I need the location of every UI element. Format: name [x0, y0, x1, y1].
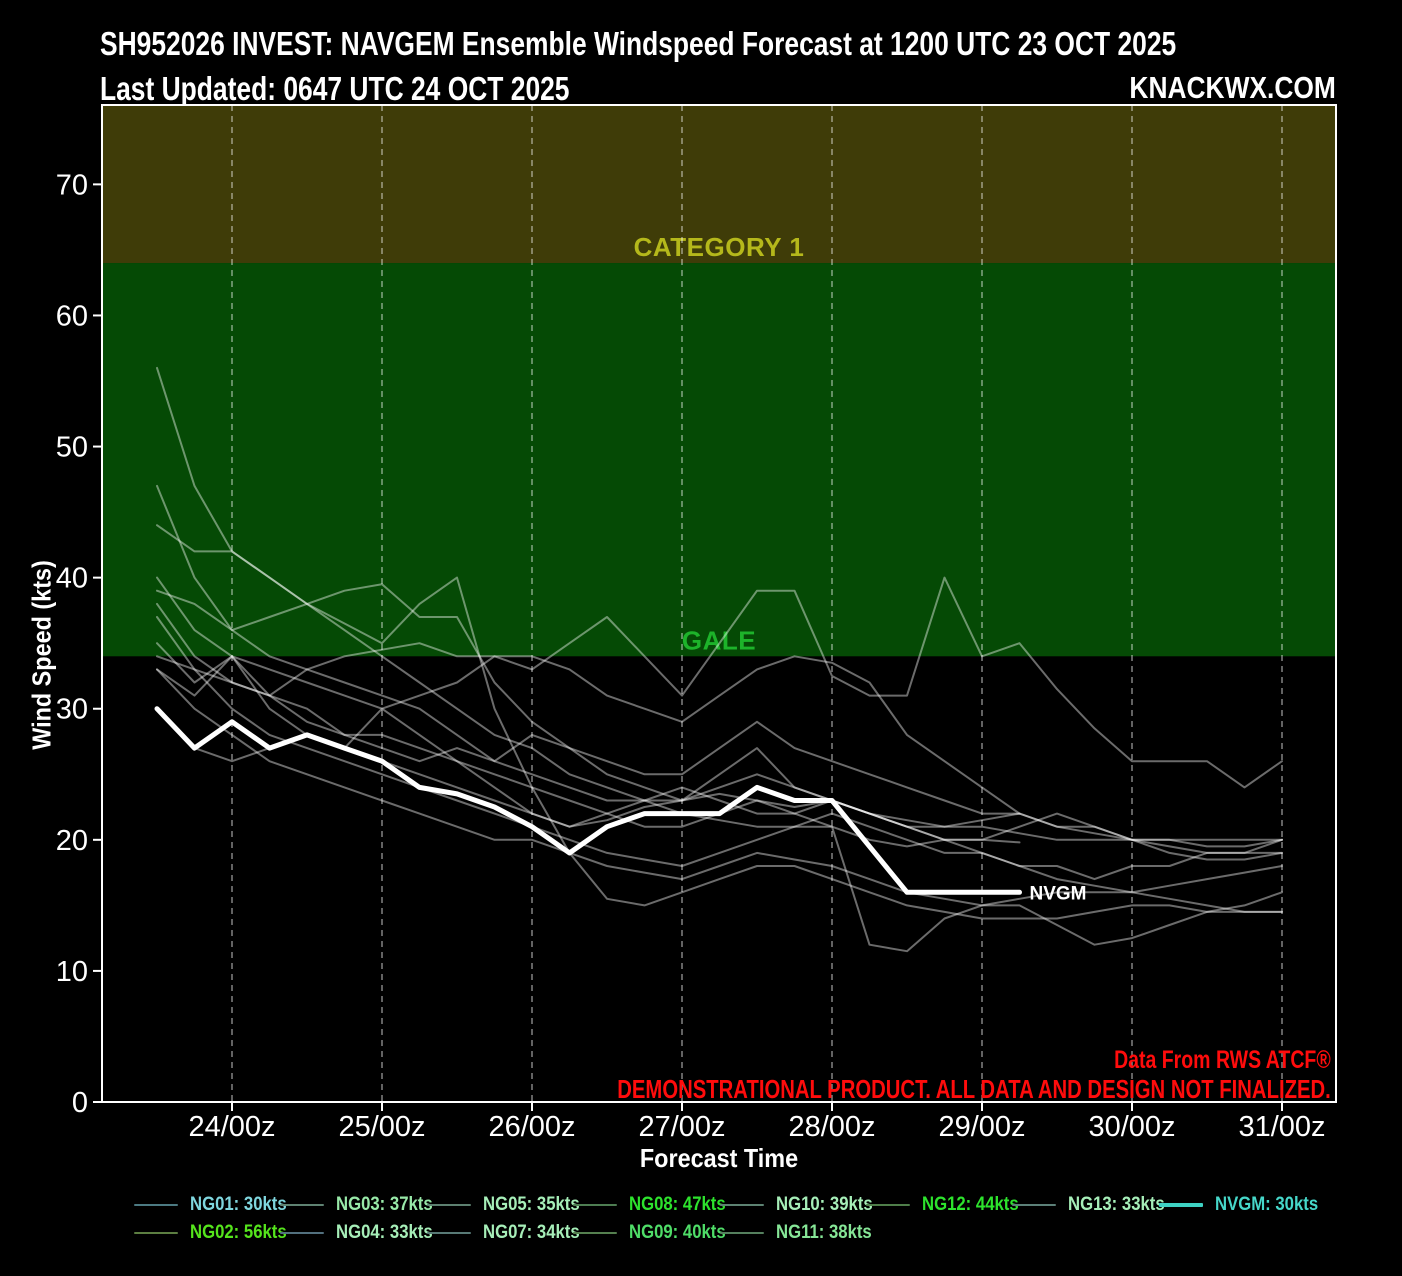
series-line-NG11 [156, 602, 1283, 861]
legend-swatch-ng03 [280, 1204, 325, 1206]
x-tick-label: 30/00z [1088, 1111, 1175, 1143]
legend-swatch-ng08 [573, 1204, 618, 1206]
legend-swatch-ng07 [426, 1232, 471, 1234]
legend-label-ng09: NG09: 40kts [629, 1222, 726, 1243]
legend-label-ng02: NG02: 56kts [190, 1222, 287, 1243]
legend: NG01: 30kts NG02: 56kts NG03: 37kts NG04: 3… [0, 1190, 1402, 1260]
legend-label-ng10: NG10: 39kts [775, 1194, 873, 1215]
legend-swatch-ng09 [573, 1232, 618, 1234]
legend-label-ng05: NG05: 35kts [482, 1194, 580, 1215]
y-tick-label: 20 [56, 825, 88, 857]
x-tick-label: 24/00z [188, 1111, 275, 1143]
legend-label-ng03: NG03: 37kts [336, 1194, 434, 1215]
x-tick-label: 27/00z [638, 1111, 725, 1143]
legend-swatch-ng13 [1012, 1204, 1057, 1206]
series-line-NG13 [156, 655, 1021, 848]
x-tick-label: 26/00z [488, 1111, 575, 1143]
legend-label-ng12: NG12: 44kts [922, 1194, 1019, 1215]
y-tick-label: 60 [56, 300, 88, 332]
plot-border [101, 104, 1337, 1103]
legend-swatch-ng12 [866, 1204, 910, 1206]
series-line-NG03 [156, 616, 1283, 913]
page-title: SH952026 INVEST: NAVGEM Ensemble Windspe… [100, 25, 1177, 62]
y-axis-title: Wind Speed (kts) [26, 560, 57, 750]
y-tick-label: 30 [56, 694, 88, 726]
legend-swatch-ng04 [280, 1232, 325, 1234]
legend-swatch-ng05 [426, 1204, 471, 1206]
legend-label-ng13: NG13: 33kts [1068, 1194, 1166, 1215]
x-tick-label: 25/00z [338, 1111, 425, 1143]
y-tick-label: 50 [56, 432, 88, 464]
series-line-NG08 [156, 484, 1283, 881]
legend-swatch-ng02 [134, 1232, 178, 1234]
disclaimer-note: DEMONSTRATIONAL PRODUCT. ALL DATA AND DE… [617, 1074, 1331, 1104]
watermark: KNACKWX.COM [1129, 70, 1336, 105]
y-tick-label: 10 [56, 956, 88, 988]
legend-label-ng07: NG07: 34kts [482, 1222, 580, 1243]
x-tick-label: 29/00z [938, 1111, 1025, 1143]
series-line-NVGM [154, 706, 1022, 895]
series-line-NG07 [156, 655, 1283, 841]
band-category-1 [102, 105, 1336, 264]
legend-label-ng04: NG04: 33kts [336, 1222, 434, 1243]
x-tick-label: 31/00z [1238, 1111, 1325, 1143]
series-line-NG04 [156, 668, 1283, 907]
series-line-NG02 [156, 366, 1283, 953]
y-tick-label: 40 [56, 563, 88, 595]
nvgm-end-label: NVGM [1030, 883, 1087, 904]
legend-swatch-ng10 [719, 1204, 764, 1206]
legend-label-ng11: NG11: 38kts [775, 1222, 872, 1243]
legend-label-nvgm: NVGM: 30kts [1214, 1194, 1318, 1215]
band-label-gale: GALE [682, 625, 756, 655]
band-gale [102, 263, 1336, 657]
band-label-category-1: CATEGORY 1 [634, 232, 805, 262]
x-tick-label: 28/00z [788, 1111, 875, 1143]
series-line-NG10 [156, 583, 1283, 848]
legend-label-ng01: NG01: 30kts [190, 1194, 287, 1215]
data-source-note: Data From RWS ATCF® [1114, 1046, 1331, 1074]
page-subtitle: Last Updated: 0647 UTC 24 OCT 2025 [100, 70, 570, 107]
legend-swatch-ng01 [134, 1204, 178, 1206]
legend-swatch-ng11 [719, 1232, 764, 1234]
y-tick-label: 0 [72, 1087, 88, 1119]
series-line-NG09 [156, 576, 1283, 789]
header: SH952026 INVEST: NAVGEM Ensemble Windspe… [100, 25, 1402, 108]
x-axis-title: Forecast Time [639, 1143, 799, 1173]
y-tick-label: 70 [56, 169, 88, 201]
series-line-NG12 [156, 524, 1283, 920]
legend-swatch-nvgm [1158, 1203, 1203, 1207]
legend-label-ng08: NG08: 47kts [629, 1194, 726, 1215]
